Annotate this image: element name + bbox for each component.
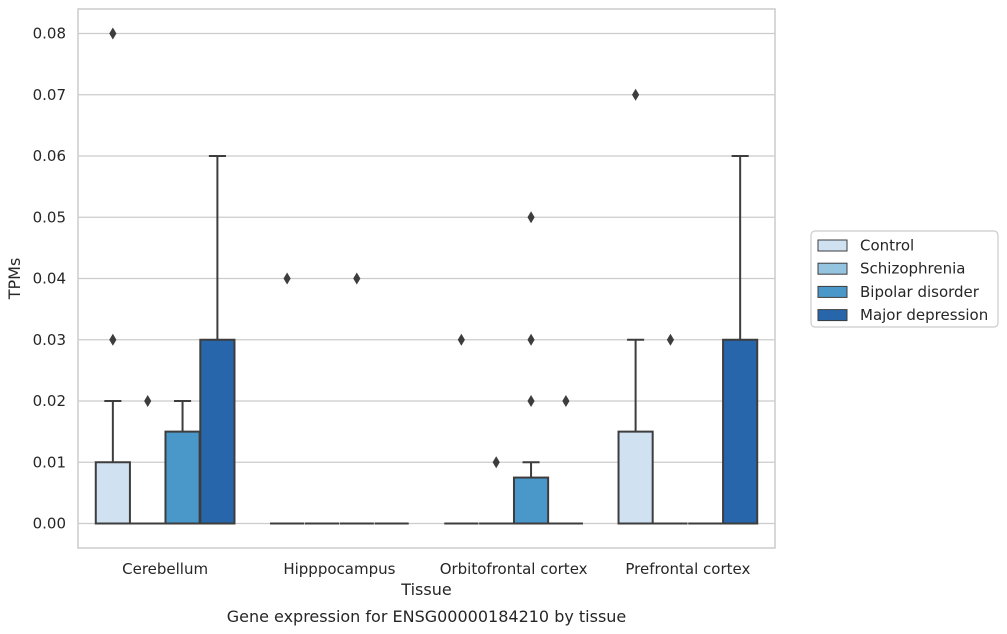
box-major-depression: [199, 155, 236, 525]
box-groups: [94, 27, 759, 525]
box-body: [617, 430, 654, 525]
outlier-point: [562, 395, 570, 407]
legend-swatch: [817, 309, 848, 322]
y-tick-label: 0.06: [33, 147, 66, 165]
legend-label: Major depression: [860, 306, 988, 324]
outlier-point: [144, 395, 152, 407]
outlier-point: [283, 272, 291, 285]
y-axis-label: TPMs: [5, 258, 24, 301]
box-control: [617, 88, 654, 525]
box-major-depression: [722, 155, 759, 525]
box-body: [512, 476, 550, 525]
legend: Control Schizophrenia Bipolar disorder Majo…: [810, 230, 999, 328]
y-tick-label: 0.08: [33, 25, 66, 43]
outlier-point: [353, 272, 361, 285]
outlier-point: [457, 333, 465, 346]
outlier-point: [492, 456, 500, 469]
y-tick-label: 0.02: [33, 392, 66, 410]
box-body: [199, 338, 236, 525]
box-bipolar-disorder: [339, 272, 374, 525]
box-control: [270, 272, 305, 525]
box-control: [444, 333, 479, 525]
legend-label: Schizophrenia: [860, 260, 965, 278]
legend-frame: [810, 230, 999, 328]
legend-swatch: [817, 262, 848, 275]
outlier-point: [632, 88, 640, 101]
y-tick-label: 0.03: [33, 331, 66, 349]
x-axis-label: Tissue: [400, 580, 451, 599]
box-schizophrenia: [130, 395, 165, 525]
y-tick-label: 0.04: [33, 270, 66, 288]
outlier-point: [527, 333, 535, 346]
x-tick-label: Prefrontal cortex: [625, 560, 750, 578]
y-tick-label: 0.00: [33, 515, 66, 533]
outlier-point: [527, 395, 535, 407]
box-bipolar-disorder: [164, 400, 201, 525]
outlier-point: [109, 333, 117, 346]
y-axis-ticks: 0.00 0.01 0.02 0.03 0.04 0.05 0.06 0.07 0.08: [33, 25, 66, 533]
box-major-depression: [548, 395, 583, 525]
box-bipolar-disorder: [512, 211, 550, 525]
y-tick-label: 0.07: [33, 86, 66, 104]
legend-label: Control: [860, 237, 914, 255]
chart-title: Gene expression for ENSG00000184210 by t…: [227, 607, 627, 626]
box-body: [94, 461, 131, 525]
outlier-point: [666, 333, 675, 346]
legend-label: Bipolar disorder: [860, 283, 980, 301]
plot-frame: [77, 8, 776, 549]
box-body: [164, 430, 201, 525]
box-schizophrenia: [479, 456, 514, 525]
y-tick-label: 0.01: [33, 453, 66, 471]
x-axis-ticks: Cerebellum Hipppocampus Orbitofrontal cort…: [122, 560, 750, 578]
box-schizophrenia: [653, 333, 688, 525]
y-tick-label: 0.05: [33, 208, 66, 226]
x-tick-label: Hipppocampus: [283, 560, 395, 578]
legend-swatch: [817, 285, 848, 298]
outlier-point: [527, 211, 535, 224]
box-body: [722, 338, 759, 525]
box-control: [94, 27, 131, 525]
outlier-point: [109, 27, 117, 40]
x-tick-label: Cerebellum: [122, 560, 208, 578]
x-tick-label: Orbitofrontal cortex: [440, 560, 588, 578]
legend-swatch: [817, 239, 848, 252]
